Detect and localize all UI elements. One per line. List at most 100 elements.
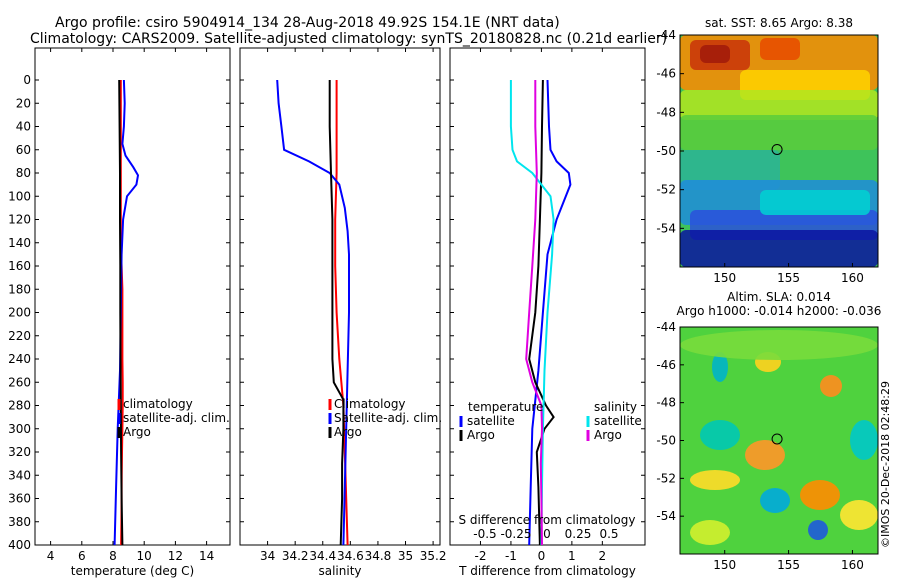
imos-watermark: ©IMOS 20-Dec-2018 02:48:29 — [879, 381, 892, 548]
sst-map-panel: sat. SST: 8.65 Argo: 8.38 -44 -46 -48 -50 -5… — [656, 16, 879, 285]
map-x-tick-label: 160 — [841, 271, 864, 285]
legend-title-temperature: temperature — [468, 400, 543, 414]
x-tick-label: 4 — [47, 549, 55, 563]
y-tick-label: 140 — [8, 236, 31, 250]
salinity-panel: 34 34.2 34.4 34.6 34.8 35 35.2 salinity Climatol… — [239, 47, 447, 578]
map-y-tick-label: -48 — [656, 396, 676, 410]
sla-field-patch — [850, 420, 878, 460]
series-line-salinity-argo — [525, 80, 544, 546]
y-tick-label: 320 — [8, 445, 31, 459]
sst-field-patch — [680, 90, 878, 120]
plot-frame — [239, 47, 441, 546]
map-y-tick-label: -44 — [656, 28, 676, 42]
plot-frame — [449, 47, 646, 546]
x-tick-label: 8 — [109, 549, 117, 563]
x-tick-label: 35 — [398, 549, 413, 563]
map-x-tick-label: 160 — [841, 558, 864, 572]
map-y-tick-label: -48 — [656, 105, 676, 119]
series-line-temperature-satellite — [528, 79, 572, 546]
legend-label: Climatology — [334, 397, 406, 411]
x-tick-label: 34.4 — [309, 549, 336, 563]
y-tick-label: 240 — [8, 352, 31, 366]
legend-label: satellite-adj. clim. — [123, 411, 230, 425]
x-tick-label: -1 — [505, 549, 517, 563]
x-tick-label: 10 — [137, 549, 152, 563]
x-tick-label: -2 — [474, 549, 486, 563]
difference-panel: -2 -1 0 1 2T difference from climatology temp… — [449, 47, 646, 578]
sla-field-patch — [745, 440, 785, 470]
x-tick-label: 12 — [168, 549, 183, 563]
x-tick-label: 0 — [538, 549, 546, 563]
y-tick-label: 160 — [8, 259, 31, 273]
sla-field-patch — [760, 488, 790, 513]
legend-label: Argo — [594, 428, 622, 442]
y-tick-label: 0 — [23, 73, 31, 87]
sla-map-subtitle: Argo h1000: -0.014 h2000: -0.036 — [677, 304, 882, 318]
x-tick-label: 2 — [599, 549, 607, 563]
x-tick-label: 14 — [199, 549, 214, 563]
map-x-tick-label: 155 — [777, 271, 800, 285]
y-tick-label: 220 — [8, 329, 31, 343]
y-tick-label: 340 — [8, 468, 31, 482]
x-tick-label: 34.2 — [282, 549, 309, 563]
header-title-line1: Argo profile: csiro 5904914_134 28-Aug-2… — [55, 15, 560, 31]
sla-map-panel: Altim. SLA: 0.014 Argo h1000: -0.014 h20… — [656, 290, 881, 572]
sla-field-patch — [690, 520, 730, 545]
legend-label: satellite — [594, 414, 642, 428]
x-tick-label: 34 — [260, 549, 275, 563]
y-tick-label: 80 — [16, 166, 31, 180]
sst-field-patch — [760, 190, 870, 215]
x-tick-label: 34.6 — [337, 549, 364, 563]
x-tick-label-top: -0.5 — [473, 527, 496, 541]
x-tick-label: 35.2 — [420, 549, 447, 563]
sla-field-patch — [800, 480, 840, 510]
sla-field-patch — [820, 375, 842, 397]
argo-position-marker — [771, 143, 783, 155]
sst-map-title: sat. SST: 8.65 Argo: 8.38 — [705, 16, 853, 30]
sla-field-patch — [808, 520, 828, 540]
y-tick-label: 60 — [16, 143, 31, 157]
map-y-tick-label: -50 — [656, 144, 676, 158]
header-title-line2: Climatology: CARS2009. Satellite-adjuste… — [30, 31, 667, 47]
series-line-argo — [118, 79, 124, 546]
x-tick-label-top: 0.5 — [599, 527, 618, 541]
y-tick-label: 200 — [8, 306, 31, 320]
sla-field-patch — [680, 330, 878, 360]
sst-field-patch — [760, 38, 800, 60]
y-tick-label: 40 — [16, 120, 31, 134]
y-tick-label: 280 — [8, 399, 31, 413]
y-tick-label: 20 — [16, 96, 31, 110]
sla-field-patch — [840, 500, 878, 530]
legend-label: Argo — [467, 428, 495, 442]
legend-label: Satellite-adj. clim. — [334, 411, 442, 425]
legend-label: Argo — [334, 425, 362, 439]
y-tick-label: 260 — [8, 375, 31, 389]
map-y-tick-label: -52 — [656, 183, 676, 197]
sst-field-patch — [680, 230, 878, 267]
x-tick-label-top: 0 — [543, 527, 551, 541]
y-tick-label: 120 — [8, 213, 31, 227]
sla-map-title: Altim. SLA: 0.014 — [727, 290, 831, 304]
x-axis-label: temperature (deg C) — [71, 564, 194, 578]
x-tick-label: 6 — [78, 549, 86, 563]
x-tick-label-top: 0.25 — [565, 527, 592, 541]
x-axis-label: salinity — [318, 564, 361, 578]
map-y-tick-label: -46 — [656, 358, 676, 372]
map-y-tick-label: -46 — [656, 67, 676, 81]
x-tick-label-top: -0.25 — [500, 527, 531, 541]
sst-field-patch — [680, 115, 878, 150]
sla-field-patch — [690, 470, 740, 490]
temperature-panel: 0 20 40 60 80 100 120 140 160 180 200 220 240 260 280 3… — [8, 47, 231, 578]
sla-field-patch — [700, 420, 740, 450]
legend-title-salinity: salinity — [594, 400, 637, 414]
y-tick-label: 400 — [8, 538, 31, 552]
x-tick-label: 1 — [568, 549, 576, 563]
legend-label: Argo — [123, 425, 151, 439]
map-y-tick-label: -52 — [656, 471, 676, 485]
sst-field-patch — [700, 45, 730, 63]
series-line-salinity-satellite — [509, 80, 555, 546]
y-tick-label: 360 — [8, 492, 31, 506]
map-x-tick-label: 155 — [777, 558, 800, 572]
y-tick-label: 380 — [8, 515, 31, 529]
